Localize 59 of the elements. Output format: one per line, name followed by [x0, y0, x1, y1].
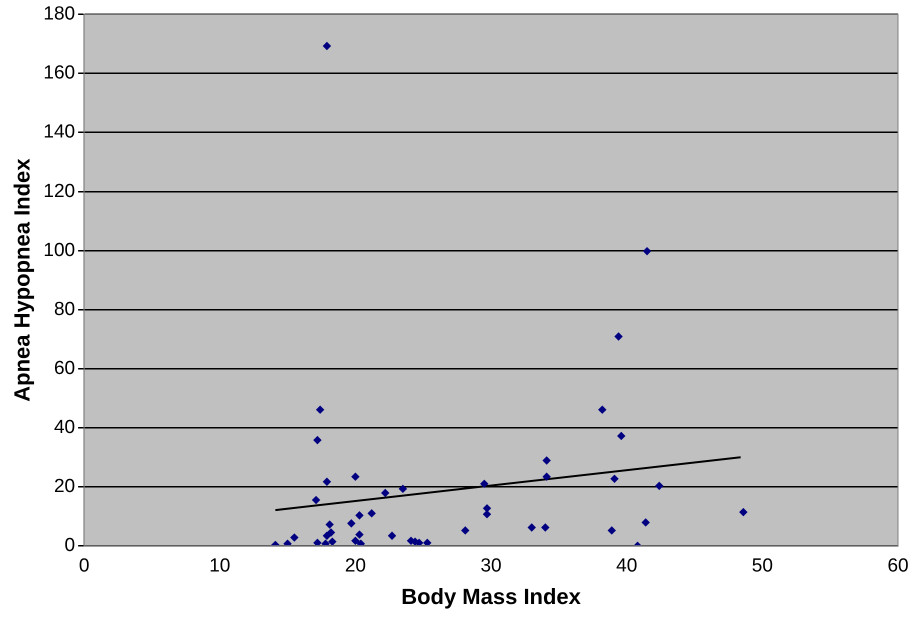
point	[316, 406, 324, 414]
point	[322, 478, 331, 486]
point	[355, 511, 364, 520]
point	[617, 432, 626, 440]
point	[322, 532, 331, 540]
point	[643, 247, 652, 256]
y-tick-label: 20	[54, 476, 76, 497]
point	[290, 534, 298, 542]
y-tick-label: 80	[54, 298, 76, 320]
x-tick-label: 30	[480, 555, 502, 576]
x-tick-label: 60	[887, 555, 909, 576]
point	[655, 482, 664, 490]
x-tick-label: 10	[209, 555, 230, 576]
point	[355, 530, 364, 539]
point	[482, 510, 491, 518]
x-axis-title: Body Mass Index	[401, 584, 582, 609]
point	[398, 484, 407, 493]
x-tick-label: 0	[78, 555, 90, 576]
point	[614, 332, 623, 340]
y-tick-label: 120	[43, 180, 76, 202]
y-tick-label: 160	[43, 62, 76, 84]
point	[541, 523, 550, 532]
y-tick-label: 60	[54, 358, 76, 379]
point	[347, 519, 356, 528]
y-tick-label: 0	[64, 535, 76, 556]
point	[610, 474, 618, 483]
point	[528, 523, 536, 532]
y-tick-label: 100	[43, 240, 76, 261]
y-tick-label: 180	[43, 4, 76, 25]
point	[284, 540, 292, 546]
point	[351, 472, 360, 481]
point	[542, 456, 551, 464]
point	[351, 536, 360, 545]
point	[312, 496, 320, 504]
point	[328, 538, 336, 546]
point	[326, 528, 335, 537]
point	[313, 436, 322, 444]
point	[313, 538, 322, 546]
point	[598, 406, 606, 414]
x-tick-label: 50	[752, 555, 773, 576]
x-tick-label: 20	[344, 555, 366, 576]
point	[322, 540, 330, 546]
y-tick-label: 140	[43, 122, 76, 143]
point	[356, 540, 365, 546]
point	[368, 509, 376, 518]
x-tick-label: 40	[616, 555, 638, 576]
y-tick-label: 40	[54, 416, 76, 438]
y-axis-title: Apnea Hypopnea Index	[9, 158, 34, 402]
point	[480, 480, 488, 488]
point	[608, 526, 616, 534]
point	[388, 532, 396, 540]
point	[642, 518, 650, 526]
point	[461, 526, 470, 534]
point	[326, 520, 334, 529]
point	[381, 488, 390, 497]
point	[322, 42, 331, 50]
point	[542, 472, 551, 481]
point	[739, 508, 748, 516]
point	[423, 538, 432, 546]
